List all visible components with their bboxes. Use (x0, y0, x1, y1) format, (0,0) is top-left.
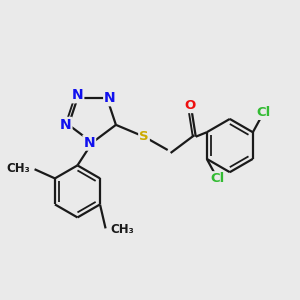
Text: N: N (60, 118, 71, 132)
Text: Cl: Cl (210, 172, 224, 185)
Text: N: N (72, 88, 83, 102)
Text: N: N (83, 136, 95, 150)
Text: CH₃: CH₃ (6, 162, 30, 175)
Text: S: S (139, 130, 149, 143)
Text: O: O (184, 99, 196, 112)
Text: CH₃: CH₃ (110, 224, 134, 236)
Text: N: N (104, 91, 116, 105)
Text: Cl: Cl (256, 106, 270, 119)
